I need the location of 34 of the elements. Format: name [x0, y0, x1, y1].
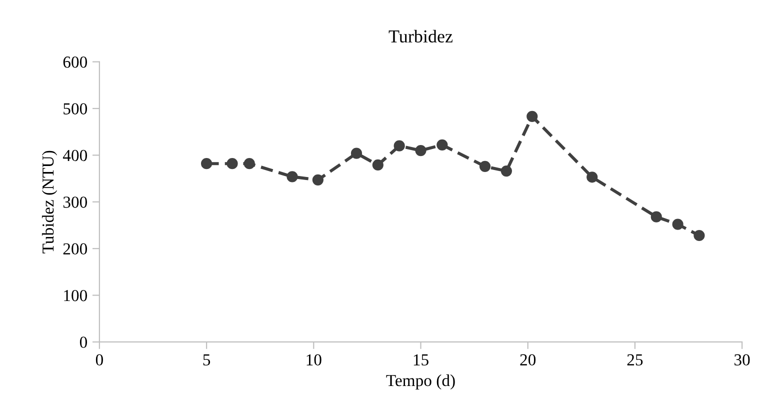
point [650, 211, 662, 222]
y-tick-label: 0 [80, 336, 88, 348]
x-tick-label: 10 [306, 354, 322, 366]
point [244, 158, 255, 170]
point [500, 166, 512, 177]
point [436, 139, 448, 150]
y-tick-label: 500 [64, 103, 88, 114]
point [672, 218, 684, 230]
point [200, 158, 212, 170]
point [312, 174, 324, 186]
point [226, 158, 238, 170]
x-tick-label: 20 [520, 354, 536, 366]
point [372, 159, 384, 171]
point [394, 140, 405, 152]
point [350, 148, 362, 159]
x-tick-label: 0 [96, 354, 103, 366]
y-tick-label: 100 [64, 290, 88, 302]
y-tick-label: 400 [62, 150, 88, 162]
chart-title: Turbidez [388, 30, 453, 43]
x-tick-label: 15 [414, 354, 428, 366]
point [415, 144, 426, 156]
y-axis-title: Tubidez (NTU) [42, 150, 58, 254]
x-tick-label: 5 [203, 354, 210, 366]
point [694, 230, 705, 242]
y-tick-label: 300 [63, 196, 88, 208]
y-tick-label: 200 [63, 243, 88, 255]
x-tick-label: 25 [627, 354, 643, 366]
y-tick-label: 600 [63, 56, 88, 68]
point [586, 172, 598, 183]
x-axis-title: Tempo (d) [386, 374, 455, 390]
point [479, 160, 491, 172]
point [286, 171, 298, 182]
x-tick-label: 30 [734, 354, 750, 366]
point [526, 110, 538, 122]
